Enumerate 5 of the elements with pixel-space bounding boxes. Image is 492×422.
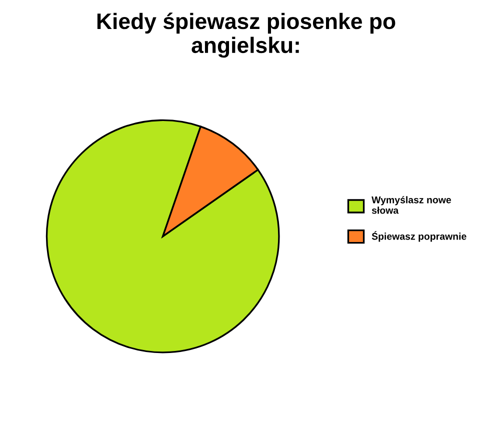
legend-label: Śpiewasz poprawnie xyxy=(372,231,466,242)
pie-slice xyxy=(46,119,280,354)
legend-label: Wymyślasz nowe słowa xyxy=(372,196,452,214)
chart-title: Kiedy śpiewasz piosenke po angielsku: xyxy=(97,12,396,58)
pie-slice xyxy=(162,126,259,238)
